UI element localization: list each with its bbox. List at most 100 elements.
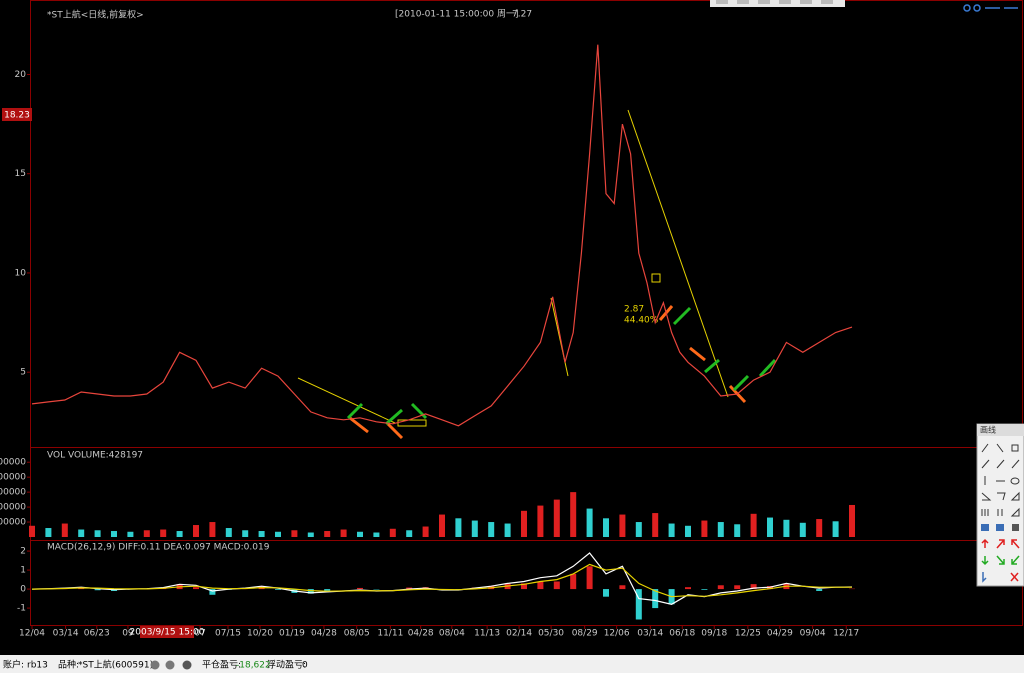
tool-icon[interactable]	[1012, 524, 1019, 531]
plus-button[interactable]	[165, 660, 175, 670]
tool-icon[interactable]	[982, 572, 987, 583]
volume-bar	[504, 523, 511, 537]
x-tick-label: 09	[122, 629, 134, 639]
toolbar-button[interactable]	[737, 0, 749, 4]
tool-icon[interactable]	[1011, 444, 1019, 452]
x-tick-label: 03/14	[53, 629, 79, 639]
macd-bar	[701, 589, 708, 590]
tool-icon[interactable]	[981, 443, 989, 453]
status-label: 浮动盈亏:	[267, 659, 306, 671]
tool-icon[interactable]	[997, 509, 1003, 516]
tool-icon[interactable]	[1011, 459, 1020, 469]
tool-icon[interactable]	[996, 443, 1004, 453]
annotation: 2.87	[624, 305, 644, 315]
x-tick-label: 12/06	[604, 629, 630, 639]
tool-icon[interactable]	[981, 556, 989, 566]
tool-icon[interactable]	[1010, 477, 1020, 485]
tool-icon[interactable]	[981, 538, 989, 548]
volume-bar	[357, 531, 363, 537]
zoom-controls[interactable]	[963, 4, 1018, 12]
macd-bar	[717, 585, 724, 590]
volume-bar	[816, 519, 823, 537]
x-tick-label: 09/04	[800, 629, 826, 639]
volume-bar	[78, 529, 85, 537]
zoom-in[interactable]	[963, 4, 971, 12]
volume-bar	[258, 531, 265, 537]
account[interactable]: rb13	[27, 661, 48, 671]
y-tick-label: 5	[20, 368, 26, 378]
volume-bar	[701, 520, 708, 537]
y-tick-label: 1	[20, 566, 26, 576]
macd-bar	[635, 589, 642, 620]
cursor-date-box	[140, 626, 194, 638]
tool-icon[interactable]	[997, 492, 1006, 501]
tool-icon[interactable]	[981, 459, 990, 469]
volume-bar	[111, 531, 117, 537]
status-label: 账户:	[3, 659, 24, 671]
volume-bar	[849, 504, 855, 537]
toolbar-button[interactable]	[800, 0, 812, 4]
buy-arrow	[410, 402, 428, 420]
symbol[interactable]: *ST上航(600591)	[78, 659, 153, 671]
macd-bar	[275, 589, 281, 590]
macd-bar	[537, 581, 544, 590]
volume-bar	[209, 522, 216, 537]
y-tick-label: 15	[15, 169, 26, 179]
volume-bar	[635, 522, 642, 537]
tool-icon[interactable]	[1011, 539, 1020, 549]
macd-bar	[357, 587, 363, 590]
buy-arrow	[704, 358, 720, 374]
y-tick-label: -1	[17, 604, 26, 614]
toolbar-button[interactable]	[779, 0, 791, 4]
volume-bar	[193, 525, 199, 537]
x-tick-label: 08/04	[439, 629, 465, 639]
volume-bar	[603, 518, 609, 537]
macd-bar	[406, 587, 413, 590]
x-tick-label: 11/11	[377, 629, 403, 639]
toolbox-title: 画线	[980, 425, 996, 435]
tool-icon[interactable]	[1010, 507, 1020, 517]
cursor-price-label: 18.23	[4, 111, 30, 121]
macd-title: MACD(26,12,9) DIFF:0.11 DEA:0.097 MACD:0…	[47, 543, 270, 553]
macd-bar	[603, 589, 609, 597]
volume-bar	[340, 529, 347, 537]
x-tick-label: 01/19	[279, 629, 305, 639]
x-tick-label: 02/14	[506, 629, 532, 639]
macd-line	[31, 563, 852, 598]
volume-bar	[619, 514, 626, 537]
tool-icon[interactable]	[996, 524, 1004, 531]
toolbar-button[interactable]	[716, 0, 728, 4]
x-tick-label: 07	[194, 629, 205, 639]
tool-icon[interactable]	[996, 539, 1005, 549]
x-tick-label: 03/14	[637, 629, 663, 639]
tool-icon[interactable]	[981, 492, 992, 501]
macd-bar	[570, 573, 577, 590]
y-tick-label: 200000	[0, 518, 26, 528]
volume-bar	[570, 492, 577, 537]
tool-icon[interactable]	[996, 459, 1005, 469]
drawing-toolbox[interactable]: 画线	[976, 423, 1024, 587]
minus-button[interactable]	[150, 660, 160, 670]
buy-arrow	[758, 358, 777, 378]
trend-lines	[297, 109, 729, 427]
tool-icon[interactable]	[981, 509, 989, 516]
tool-icon[interactable]	[1011, 555, 1020, 565]
toolbar-button[interactable]	[821, 0, 833, 4]
tool-icon[interactable]	[981, 524, 989, 531]
tool-icon[interactable]	[1010, 572, 1019, 582]
volume-bar	[242, 530, 249, 537]
tool-icon[interactable]	[996, 555, 1005, 565]
zoom-out[interactable]	[973, 4, 981, 12]
tool-icon[interactable]	[1010, 491, 1020, 501]
macd-bar	[586, 566, 593, 590]
top-toolbar[interactable]	[710, 0, 845, 7]
toolbar-button[interactable]	[758, 0, 770, 4]
x-tick-label: 11/13	[474, 629, 500, 639]
volume-bar	[521, 510, 527, 537]
x-tick-label: 12/25	[735, 629, 761, 639]
view-button[interactable]	[182, 660, 192, 670]
volume-bar	[94, 530, 101, 537]
volume-bar	[61, 523, 68, 537]
volume-bar	[439, 514, 445, 537]
volume-bar	[685, 525, 691, 537]
